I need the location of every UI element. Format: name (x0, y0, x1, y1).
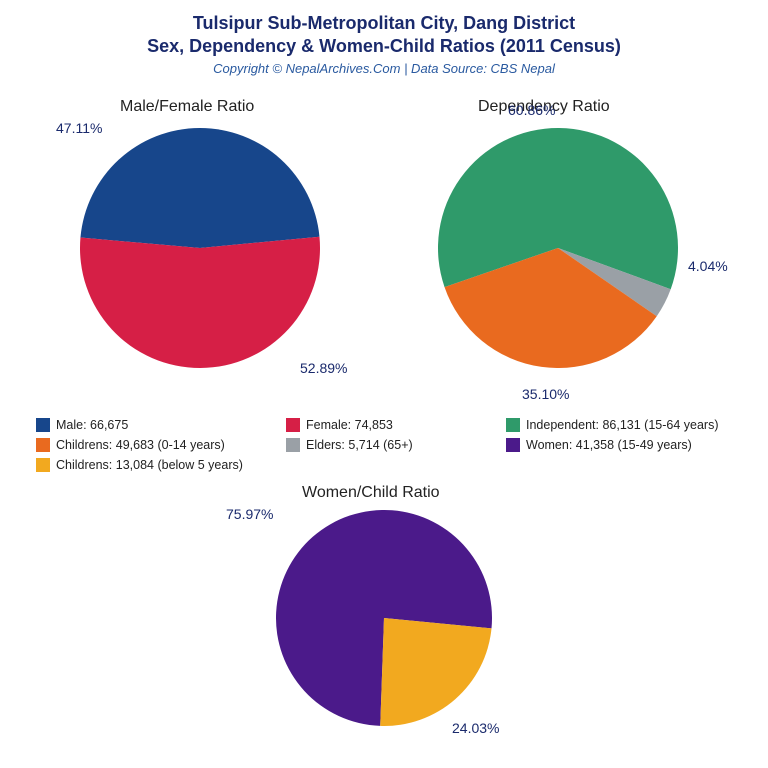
copyright-line: Copyright © NepalArchives.Com | Data Sou… (0, 61, 768, 76)
legend-swatch (506, 438, 520, 452)
pie-chart-sex (80, 128, 320, 368)
percent-label: 60.86% (508, 102, 555, 118)
pie-chart-womenchild (276, 510, 492, 726)
percent-label: 24.03% (452, 720, 499, 736)
legend-swatch (36, 418, 50, 432)
legend-item: Childrens: 49,683 (0-14 years) (36, 438, 286, 452)
legend-swatch (286, 438, 300, 452)
legend-item: Female: 74,853 (286, 418, 506, 432)
title-block: Tulsipur Sub-Metropolitan City, Dang Dis… (0, 0, 768, 76)
pie-slice-children_u5 (380, 618, 491, 726)
legend-swatch (36, 438, 50, 452)
legend-label: Male: 66,675 (56, 418, 128, 432)
legend-item: Women: 41,358 (15-49 years) (506, 438, 756, 452)
legend: Male: 66,675 Female: 74,853 Independent: 8… (36, 418, 736, 472)
legend-label: Childrens: 13,084 (below 5 years) (56, 458, 243, 472)
title-line-1: Tulsipur Sub-Metropolitan City, Dang Dis… (0, 12, 768, 35)
percent-label: 75.97% (226, 506, 273, 522)
legend-swatch (286, 418, 300, 432)
percent-label: 47.11% (56, 120, 102, 136)
legend-label: Women: 41,358 (15-49 years) (526, 438, 692, 452)
percent-label: 52.89% (300, 360, 347, 376)
legend-label: Independent: 86,131 (15-64 years) (526, 418, 719, 432)
percent-label: 35.10% (522, 386, 569, 402)
title-line-2: Sex, Dependency & Women-Child Ratios (20… (0, 35, 768, 58)
pie-slice-female (80, 237, 320, 368)
legend-label: Childrens: 49,683 (0-14 years) (56, 438, 225, 452)
legend-label: Elders: 5,714 (65+) (306, 438, 413, 452)
chart-title-sex: Male/Female Ratio (120, 98, 254, 116)
legend-item: Independent: 86,131 (15-64 years) (506, 418, 756, 432)
pie-chart-dependency (438, 128, 678, 368)
legend-item: Elders: 5,714 (65+) (286, 438, 506, 452)
legend-item: Childrens: 13,084 (below 5 years) (36, 458, 286, 472)
legend-swatch (506, 418, 520, 432)
legend-item: Male: 66,675 (36, 418, 286, 432)
pie-slice-male (80, 128, 319, 248)
chart-title-womenchild: Women/Child Ratio (302, 484, 440, 502)
legend-swatch (36, 458, 50, 472)
legend-label: Female: 74,853 (306, 418, 393, 432)
percent-label: 4.04% (688, 258, 728, 274)
